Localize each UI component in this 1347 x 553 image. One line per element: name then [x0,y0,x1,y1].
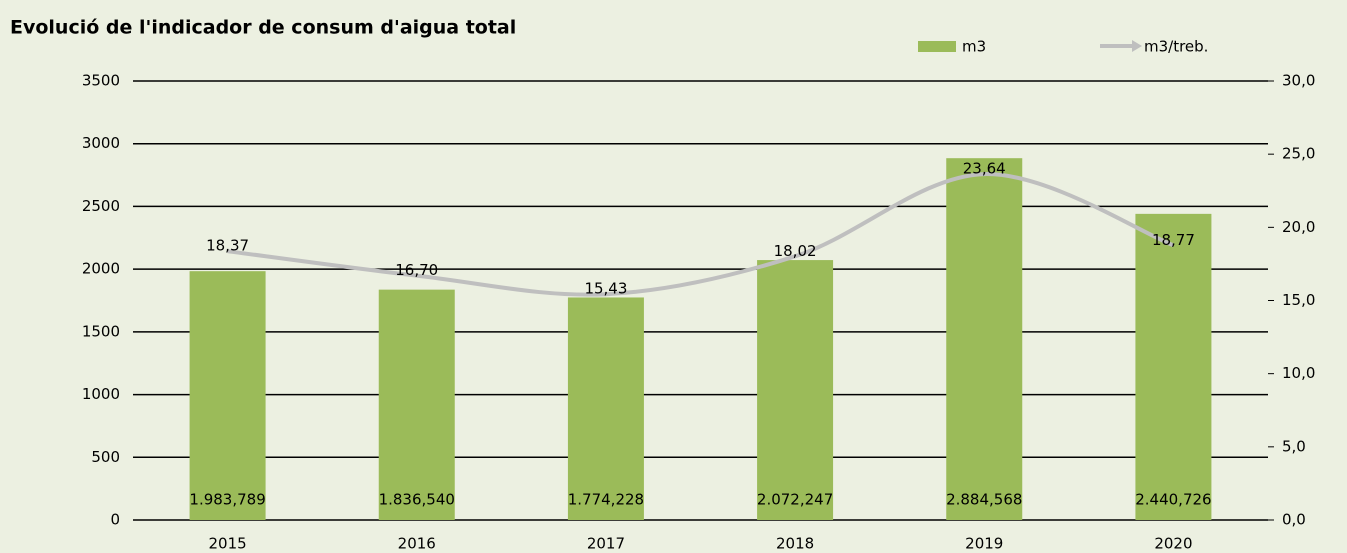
bar-value-label: 1.836,540 [379,491,455,509]
chart-title: Evolució de l'indicador de consum d'aigu… [10,17,516,39]
line [227,172,1175,297]
bar [189,271,266,520]
x-tick-label: 2018 [776,535,814,553]
y2-tick-label: 5,0 [1282,437,1306,455]
line-value-label: 15,43 [584,280,627,298]
y2-tick-label: 30,0 [1282,72,1315,90]
y-tick-label: 1000 [82,385,120,403]
y2-tick-label: 20,0 [1282,218,1315,236]
bar-value-label: 2.440,726 [1135,491,1211,509]
y-tick-label: 1500 [82,322,120,340]
line-value-label: 18,77 [1152,231,1195,249]
x-tick-label: 2015 [208,535,246,553]
legend-swatch [918,41,956,52]
y2-tick-label: 0,0 [1282,511,1306,529]
y-tick-label: 3500 [82,72,120,90]
bar-value-label: 2.072,247 [757,491,833,509]
y2-tick-label: 25,0 [1282,145,1315,163]
x-tick-label: 2020 [1154,535,1192,553]
y2-tick-label: 15,0 [1282,291,1315,309]
bar [378,289,455,520]
line-value-label: 18,37 [206,237,249,255]
bar-value-label: 1.774,228 [568,491,644,509]
y-tick-label: 3000 [82,134,120,152]
x-tick-label: 2017 [587,535,625,553]
y-tick-label: 2000 [82,260,120,278]
bar [757,260,834,520]
x-tick-label: 2019 [965,535,1003,553]
legend-label: m3 [962,38,986,56]
bar-value-label: 2.884,568 [946,491,1022,509]
bar [1135,213,1212,520]
legend-arrow [1132,40,1142,52]
line-value-label: 16,70 [395,261,438,279]
x-tick-label: 2016 [398,535,436,553]
y-tick-label: 0 [110,511,120,529]
legend-label: m3/treb. [1144,38,1208,56]
bar-value-label: 1.983,789 [189,491,265,509]
y2-tick-label: 10,0 [1282,364,1315,382]
bar [567,297,644,520]
y-tick-label: 500 [91,448,120,466]
bar [946,158,1023,520]
line-value-label: 18,02 [774,242,817,260]
y-tick-label: 2500 [82,197,120,215]
line-value-label: 23,64 [963,160,1006,178]
